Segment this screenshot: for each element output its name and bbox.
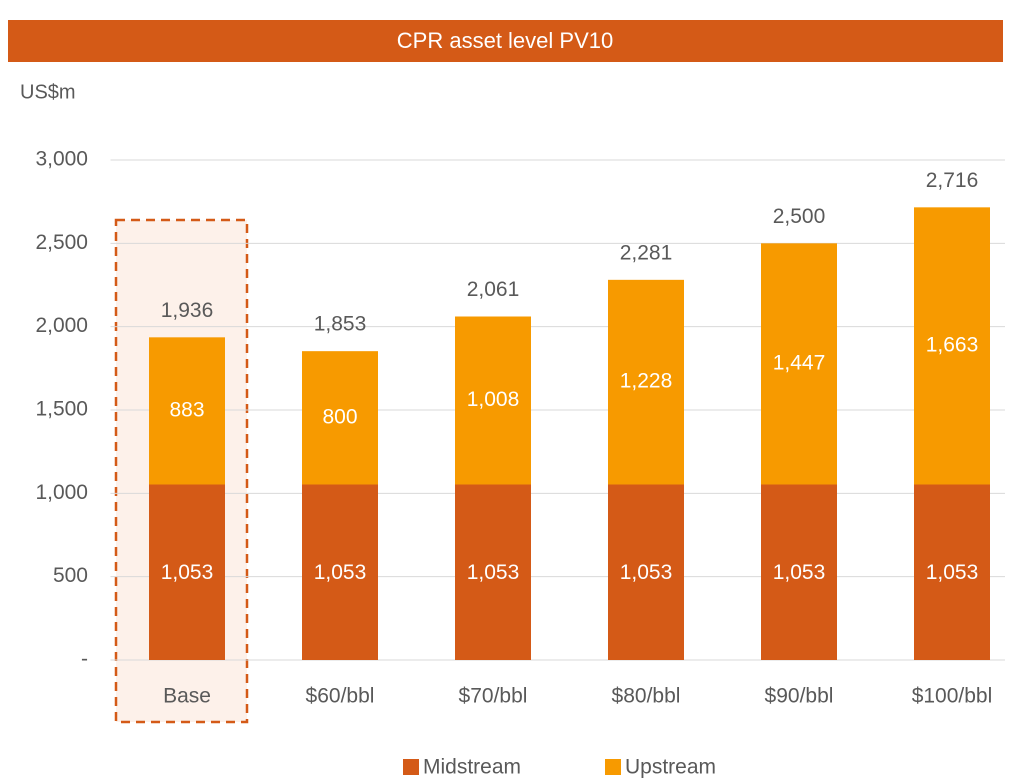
y-tick-label: 3,000 — [35, 148, 88, 171]
bar-segment — [149, 484, 225, 660]
data-label: 1,008 — [467, 388, 520, 411]
y-tick-label: 1,500 — [35, 398, 88, 421]
legend-label: Midstream — [423, 756, 521, 779]
y-tick-label: 500 — [53, 564, 88, 587]
bar-segment — [149, 337, 225, 485]
x-tick-label: Base — [163, 685, 211, 708]
bar-segment — [455, 316, 531, 485]
x-tick-label: $70/bbl — [459, 685, 528, 708]
data-label: 1,228 — [620, 370, 673, 393]
data-label: 1,447 — [773, 351, 826, 374]
chart-title: CPR asset level PV10 — [397, 28, 613, 53]
data-label: 1,053 — [926, 561, 979, 584]
legend-swatch — [605, 759, 621, 775]
x-tick-label: $90/bbl — [765, 685, 834, 708]
data-label: 1,663 — [926, 333, 979, 356]
legend-label: Upstream — [625, 756, 716, 779]
data-label: 883 — [169, 398, 204, 421]
total-label: 2,716 — [926, 169, 979, 192]
total-label: 2,061 — [467, 278, 520, 301]
y-tick-label: 2,500 — [35, 231, 88, 254]
data-label: 1,053 — [773, 561, 826, 584]
total-label: 2,281 — [620, 241, 673, 264]
bar-segment — [455, 484, 531, 660]
bar-segment — [302, 351, 378, 485]
data-label: 800 — [322, 405, 357, 428]
bar-segment — [914, 484, 990, 660]
data-label: 1,053 — [620, 561, 673, 584]
data-label: 1,053 — [161, 561, 214, 584]
x-tick-label: $60/bbl — [306, 685, 375, 708]
bar-segment — [608, 484, 684, 660]
y-tick-label: 1,000 — [35, 481, 88, 504]
data-label: 1,053 — [467, 561, 520, 584]
title-banner — [8, 20, 1003, 62]
data-label: 1,053 — [314, 561, 367, 584]
bar-segment — [761, 243, 837, 485]
bar-segment — [302, 484, 378, 660]
total-label: 1,936 — [161, 299, 214, 322]
bar-segment — [761, 484, 837, 660]
x-tick-label: $80/bbl — [612, 685, 681, 708]
y-tick-label: 2,000 — [35, 314, 88, 337]
bar-segment — [608, 279, 684, 485]
total-label: 2,500 — [773, 205, 826, 228]
bar-segment — [914, 207, 990, 485]
total-label: 1,853 — [314, 313, 367, 336]
x-tick-label: $100/bbl — [912, 685, 993, 708]
legend-swatch — [403, 759, 419, 775]
y-axis-label: US$m — [20, 81, 76, 103]
y-tick-label: - — [81, 648, 88, 671]
